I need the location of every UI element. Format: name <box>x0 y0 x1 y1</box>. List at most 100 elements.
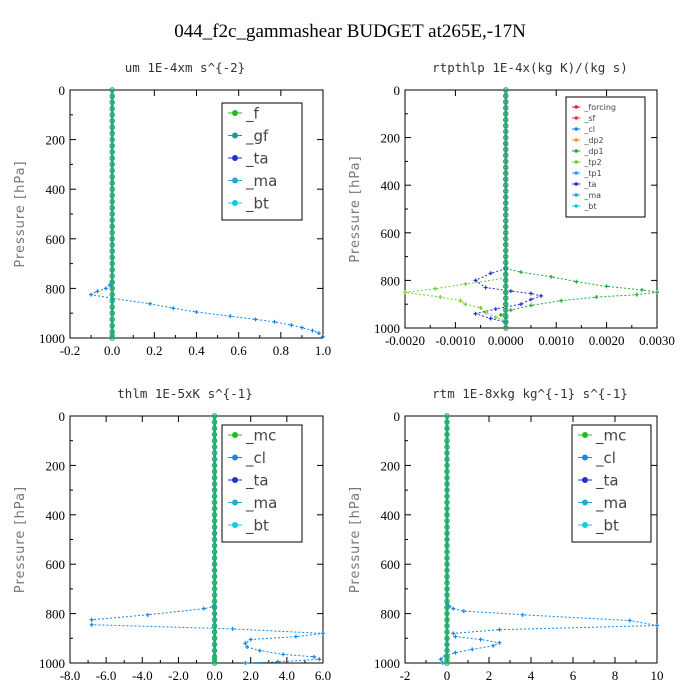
series-line-_dp1 <box>499 268 658 319</box>
series-point <box>478 305 483 310</box>
series-point <box>518 302 523 307</box>
panel-2: rtpthlp 1E-4x(kg K)/(kg s) Pressure [hPa]… <box>348 60 675 348</box>
y-tick-label: 400 <box>46 182 66 197</box>
series-point <box>433 286 438 291</box>
series-point <box>243 641 248 646</box>
series-point <box>109 149 115 155</box>
x-tick-label: 0.4 <box>188 343 205 358</box>
series-point <box>453 634 458 639</box>
legend-entry: _ta <box>583 180 596 189</box>
series-point <box>444 654 450 660</box>
series-point <box>444 573 450 580</box>
series-point <box>639 287 644 292</box>
x-tick-label: 0.0030 <box>639 333 675 348</box>
series-point <box>211 610 218 617</box>
series-point <box>211 654 218 660</box>
x-tick-label: -2.0 <box>168 668 189 683</box>
x-tick-label: 1.0 <box>315 343 331 358</box>
legend-entry: _tp1 <box>583 169 601 178</box>
legend-marker <box>574 171 578 175</box>
legend-entry: _forcing <box>583 103 616 112</box>
legend-entry: _mc <box>595 426 626 445</box>
series-point <box>211 444 218 450</box>
series-line-_ta <box>91 604 324 664</box>
series-point <box>243 661 248 665</box>
y-tick-label: 200 <box>46 458 66 473</box>
series-point <box>211 635 218 641</box>
series-point <box>310 328 315 333</box>
series-point <box>503 230 509 236</box>
series-point <box>503 259 509 266</box>
series-point <box>594 295 599 300</box>
series-point <box>211 493 218 499</box>
series-point <box>503 265 509 272</box>
series-point <box>461 609 466 614</box>
series-point <box>211 598 218 604</box>
legend-box <box>565 96 646 218</box>
series-point <box>89 617 94 622</box>
series-point <box>493 306 498 311</box>
series-point <box>89 292 94 297</box>
series-point <box>444 542 450 549</box>
series-point <box>109 105 115 112</box>
series-point <box>444 641 450 648</box>
series-point <box>444 493 450 499</box>
legend-marker <box>232 499 238 506</box>
series-line-_ta <box>440 603 658 664</box>
series-line-_tp2 <box>404 277 506 322</box>
y-tick-label: 1000 <box>374 321 400 336</box>
series-point <box>483 285 488 290</box>
panel-title: thlm 1E-5xK s^{-1} <box>117 386 252 401</box>
series-point <box>503 212 509 218</box>
legend-marker <box>232 477 238 483</box>
series-point <box>508 308 513 313</box>
series-point <box>317 657 322 662</box>
legend-marker <box>574 160 578 164</box>
series-point <box>520 612 525 617</box>
series-point <box>211 431 218 438</box>
series-point <box>109 322 115 329</box>
legend-entry: _ma <box>245 172 277 191</box>
series-point <box>473 278 478 283</box>
series-point <box>444 647 450 654</box>
series-point <box>211 567 218 574</box>
series-point <box>503 140 509 147</box>
series-point <box>503 152 509 159</box>
series-point <box>211 617 218 623</box>
legend-entry: _cl <box>595 449 616 468</box>
legend-marker <box>582 522 588 528</box>
series-point <box>311 654 316 659</box>
series-point <box>493 315 498 320</box>
series-point <box>488 271 493 276</box>
series-point <box>444 419 450 425</box>
legend-entry: _cl <box>245 449 266 468</box>
series-point <box>478 637 483 642</box>
series-point <box>109 217 115 223</box>
series-point <box>503 307 509 313</box>
series-point <box>444 518 450 524</box>
y-axis-label: Pressure [hPa] <box>13 160 28 267</box>
series-point <box>109 335 115 341</box>
series-point <box>109 174 115 180</box>
legend-marker <box>232 110 238 116</box>
series-point <box>503 158 509 165</box>
legend-marker <box>582 454 588 461</box>
series-point <box>109 143 115 149</box>
series-point <box>145 612 150 617</box>
series-point <box>444 413 450 419</box>
series-point <box>497 640 502 645</box>
series-point <box>453 650 458 655</box>
legend-entry: _ta <box>245 471 269 490</box>
series-point <box>463 281 468 286</box>
figure-title: 044_f2c_gammashear BUDGET at265E,-17N <box>174 21 526 42</box>
series-point <box>109 291 115 298</box>
series-point <box>109 161 115 168</box>
series-point <box>503 253 509 260</box>
series-point <box>109 211 115 217</box>
legend-marker <box>574 105 578 109</box>
series-point <box>503 134 509 141</box>
series-point <box>211 512 218 518</box>
legend-marker <box>232 522 238 528</box>
series-point <box>503 170 509 177</box>
series-point <box>438 295 443 300</box>
